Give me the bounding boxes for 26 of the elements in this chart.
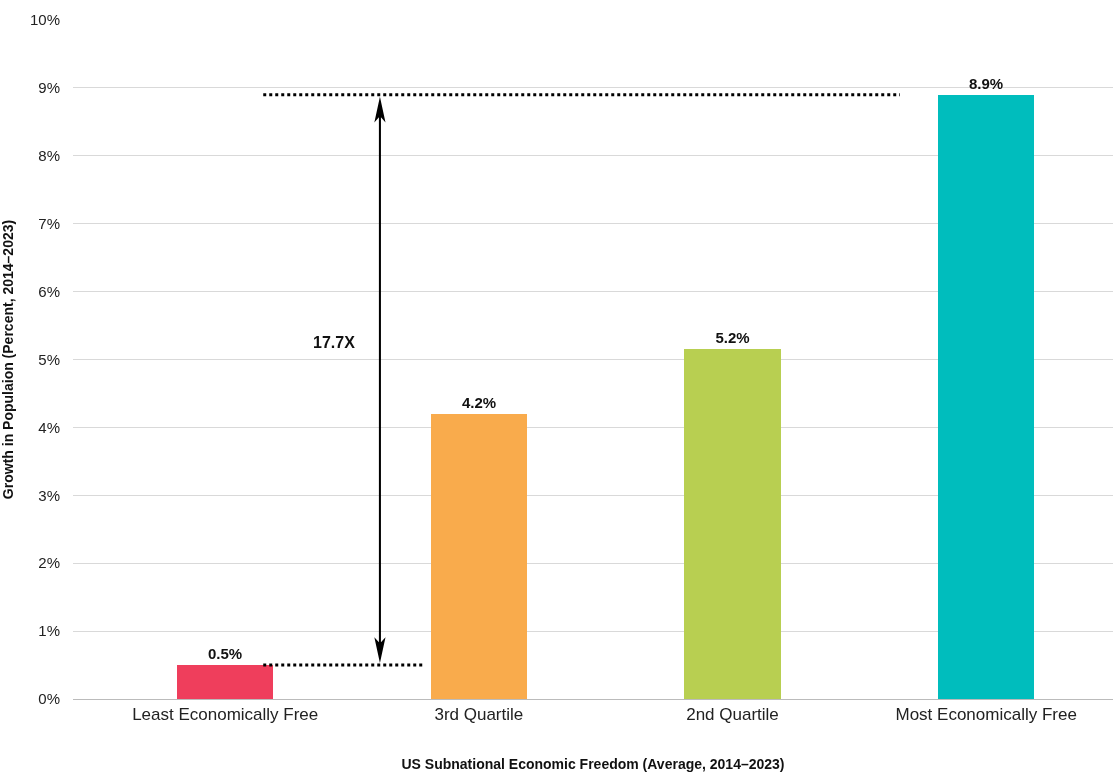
data-label: 5.2%	[715, 329, 750, 346]
y-tick-label: 1%	[38, 622, 60, 640]
y-tick-label: 2%	[38, 554, 60, 572]
x-tick-label: 2nd Quartile	[686, 705, 779, 725]
bar	[431, 414, 527, 699]
bar	[177, 665, 273, 699]
y-tick-label: 9%	[38, 79, 60, 97]
bar	[684, 349, 781, 699]
annotation: 17.7X	[313, 334, 356, 351]
y-tick-label: 0%	[38, 690, 60, 708]
x-axis-title: US Subnational Economic Freedom (Average, 2014–2023)	[401, 755, 785, 772]
y-tick-label: 10%	[29, 11, 60, 29]
bar	[938, 95, 1034, 699]
data-label: 8.9%	[968, 75, 1004, 92]
x-tick-label: Most Economically Free	[895, 705, 1077, 725]
y-tick-label: 4%	[38, 418, 60, 436]
y-tick-label: 6%	[38, 282, 60, 300]
y-tick-label: 7%	[38, 214, 60, 232]
y-tick-label: 3%	[38, 486, 60, 504]
data-label: 0.5%	[207, 645, 243, 662]
y-axis-title: Growth in Populaion (Percent, 2014–2023)	[0, 219, 16, 500]
y-tick-label: 8%	[38, 147, 60, 165]
x-tick-label: Least Economically Free	[132, 705, 319, 725]
x-tick-label: 3rd Quartile	[434, 705, 524, 725]
y-tick-label: 5%	[38, 350, 60, 368]
data-label: 4.2%	[461, 394, 497, 411]
